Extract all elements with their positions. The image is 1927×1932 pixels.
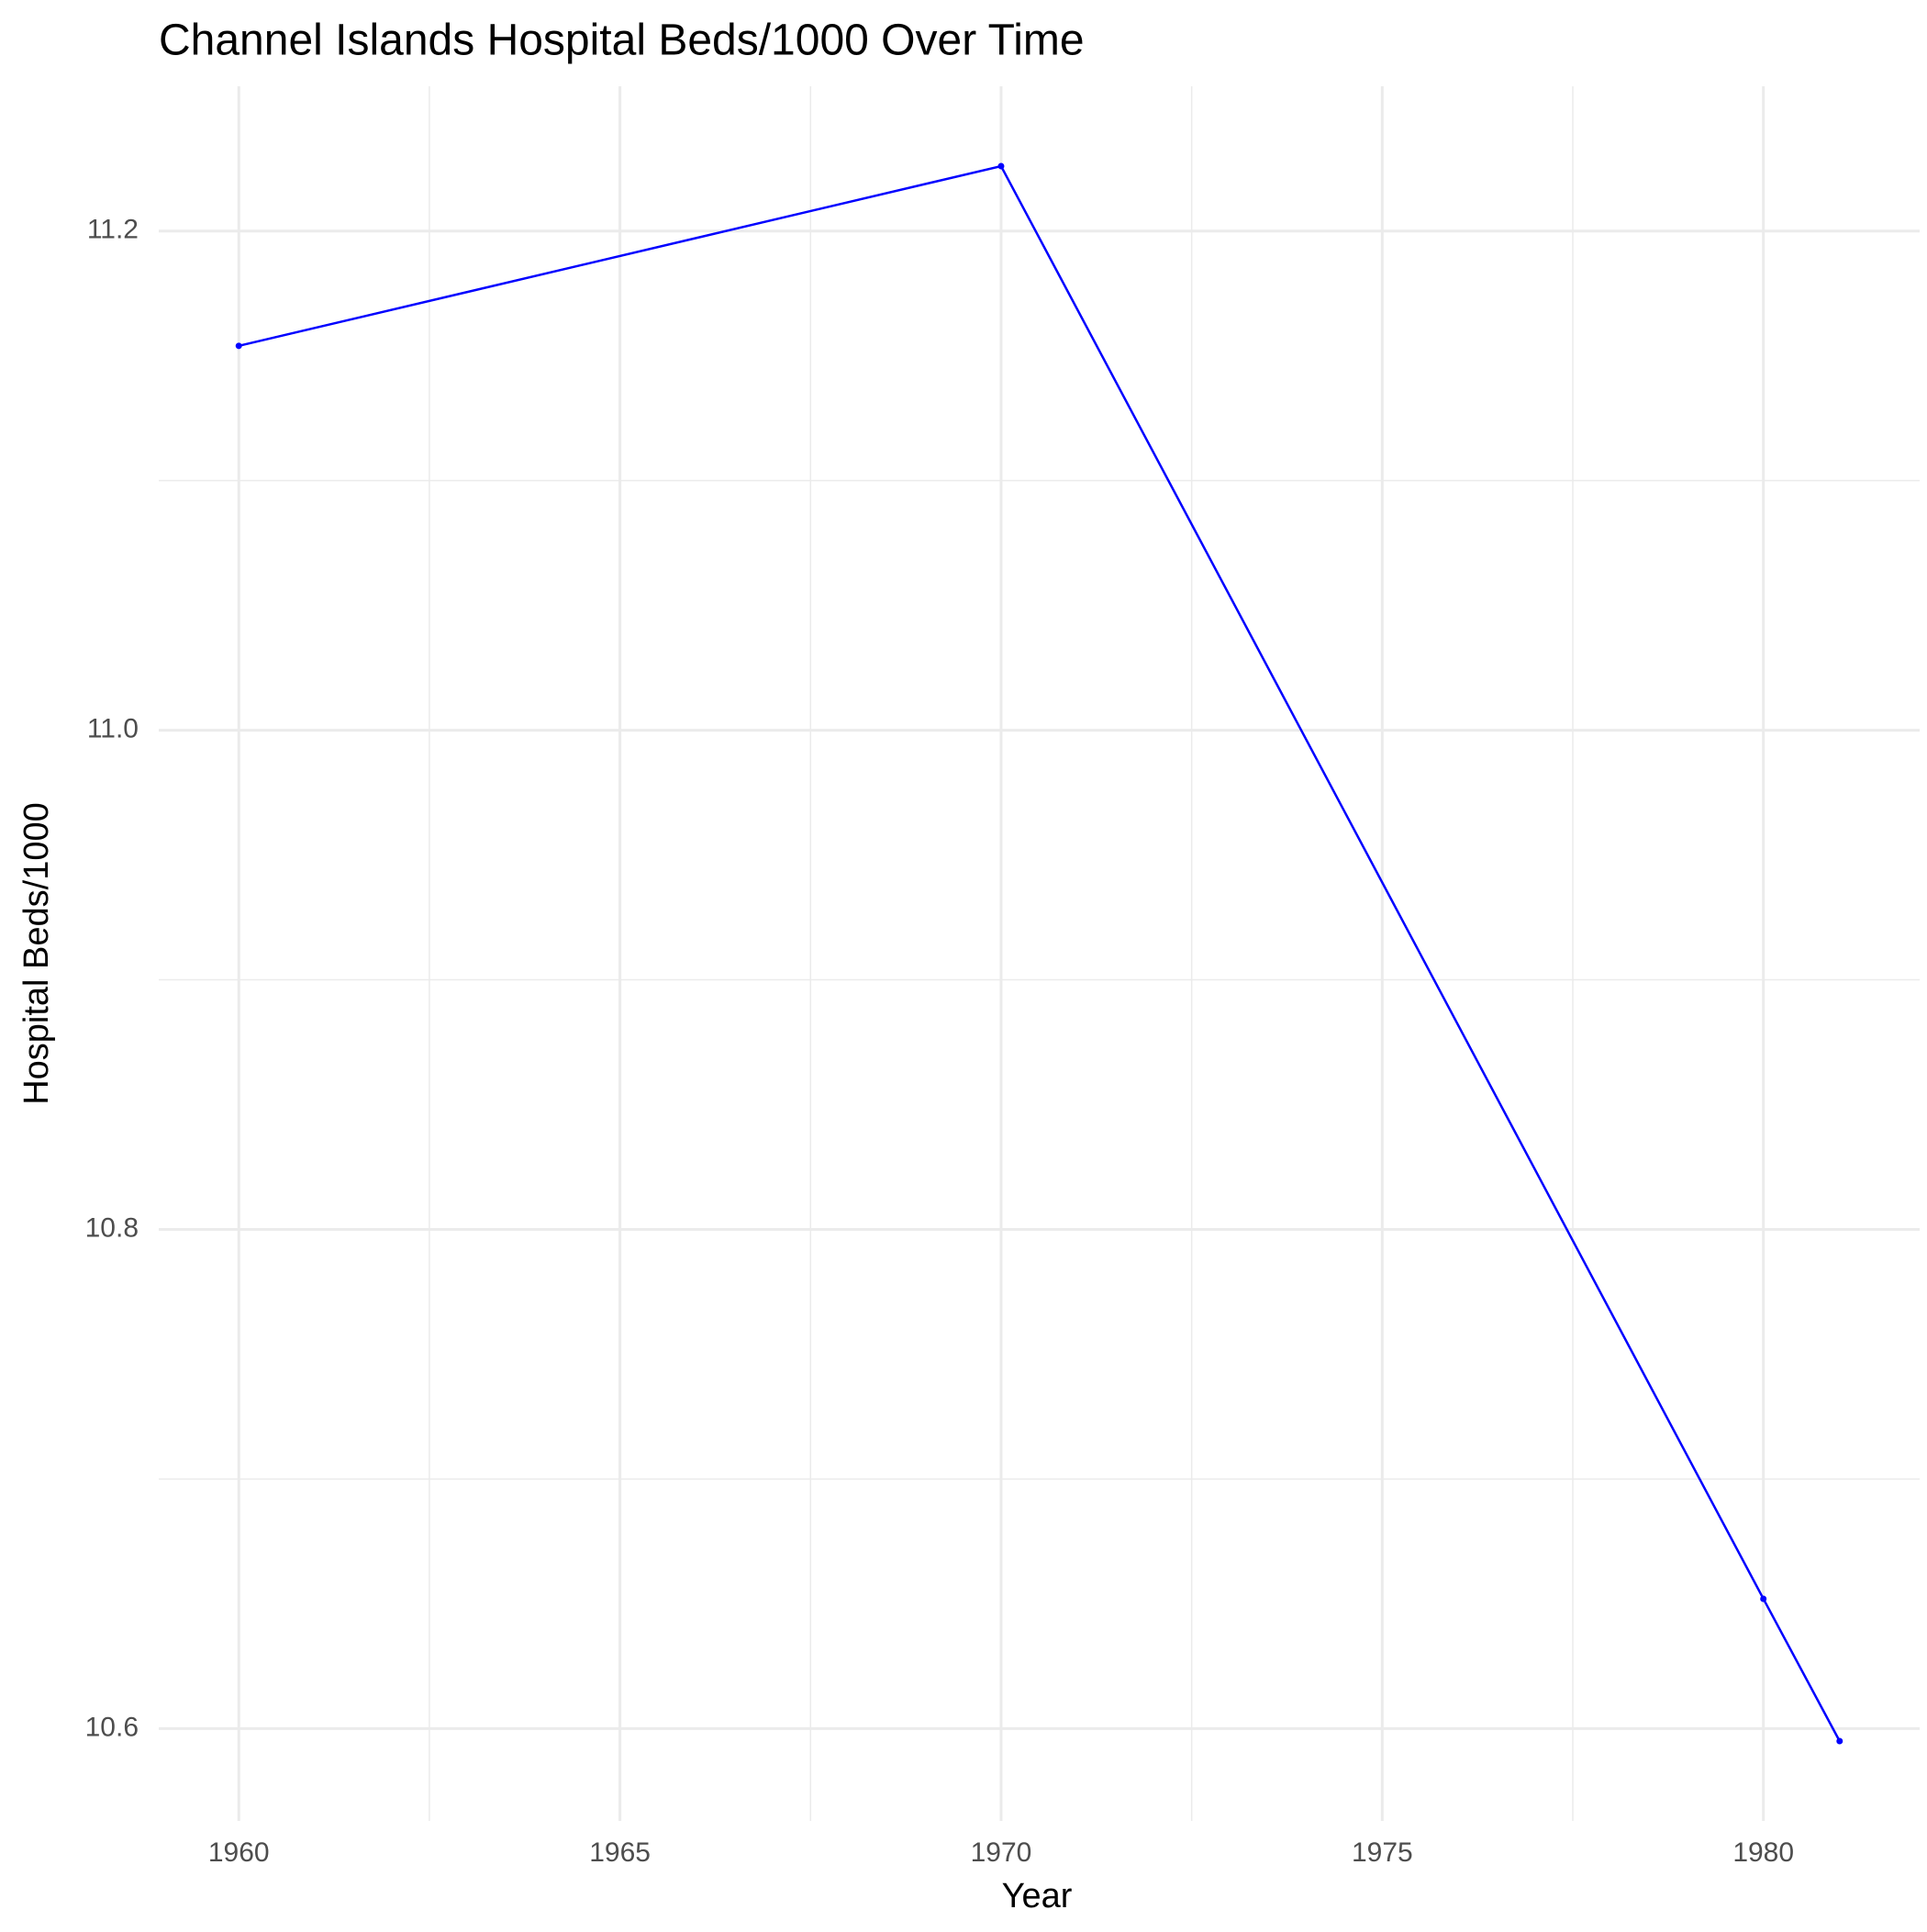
y-tick-label: 10.8 <box>85 1212 139 1243</box>
y-tick-label: 10.6 <box>85 1712 139 1742</box>
x-tick-label: 1975 <box>1352 1837 1413 1868</box>
y-tick-label: 11.2 <box>87 215 139 245</box>
line-series <box>238 164 1841 1742</box>
x-tick-label: 1980 <box>1732 1837 1794 1868</box>
point <box>1760 1595 1767 1603</box>
point <box>1836 1737 1843 1745</box>
x-tick-label: 1965 <box>589 1837 651 1868</box>
point <box>235 342 242 350</box>
y-tick-label: 11.0 <box>87 714 139 744</box>
x-axis-title: Year <box>1002 1877 1073 1915</box>
x-tick-label: 1960 <box>208 1837 270 1868</box>
y-axis-title: Hospital Beds/1000 <box>17 802 56 1105</box>
point <box>997 162 1005 170</box>
x-tick-label: 1970 <box>971 1837 1032 1868</box>
chart-title: Channel Islands Hospital Beds/1000 Over … <box>159 17 1085 65</box>
grid <box>159 86 1920 1821</box>
